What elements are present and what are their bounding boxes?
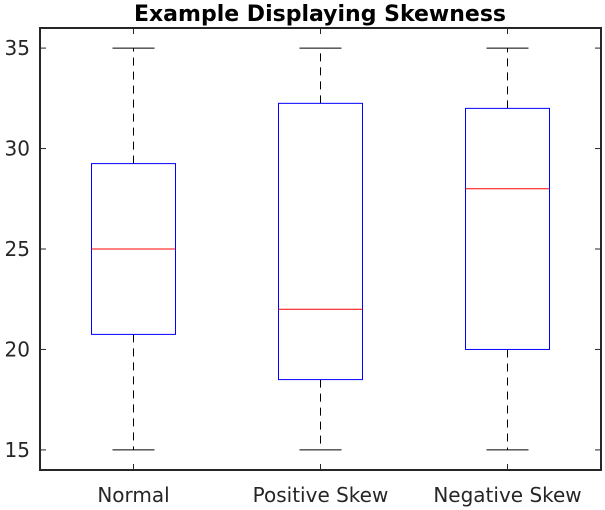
x-axis: Normal Positive Skew Negative Skew xyxy=(97,28,582,507)
x-tick-label: Positive Skew xyxy=(253,483,389,507)
x-tick-label: Normal xyxy=(97,483,169,507)
box-group xyxy=(91,47,176,451)
chart-title: Example Displaying Skewness xyxy=(134,2,506,27)
y-tick-label: 25 xyxy=(5,237,30,261)
y-axis: 15 20 25 30 35 xyxy=(5,36,601,462)
y-tick-label: 15 xyxy=(5,438,30,462)
plot-frame xyxy=(39,27,602,471)
y-tick-label: 30 xyxy=(5,137,30,161)
box xyxy=(465,107,550,350)
plot-marks xyxy=(91,47,550,451)
box-group xyxy=(465,47,550,451)
y-tick-label: 35 xyxy=(5,36,30,60)
box-group xyxy=(278,47,363,451)
x-tick-label: Negative Skew xyxy=(433,483,581,507)
box xyxy=(278,102,363,381)
y-tick-label: 20 xyxy=(5,337,30,361)
